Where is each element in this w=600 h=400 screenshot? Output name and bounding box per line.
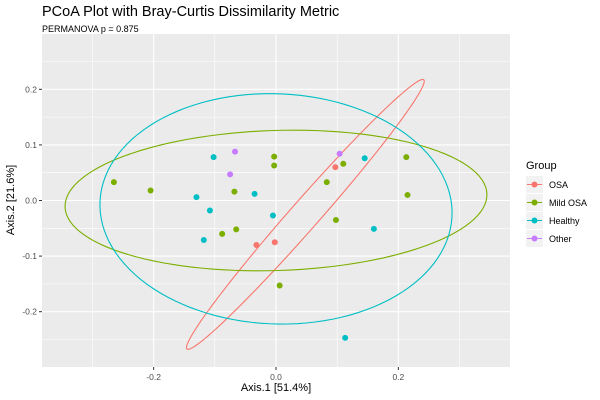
point-mild-osa [147,187,154,194]
point-mild-osa [404,191,411,198]
y-tick-label: 0.1 [25,140,37,150]
x-axis-ticks: -0.2 0.0 0.2 [146,367,405,382]
point-mild-osa [323,179,330,186]
legend-title: Group [526,160,557,172]
x-tick-label: -0.2 [146,372,161,382]
legend-key-point [531,235,538,242]
x-axis-title: Axis.1 [51.4%] [241,382,311,394]
legend-key-point [531,199,538,206]
legend-item-osa: OSA [526,176,568,193]
point-mild-osa [219,230,226,237]
point-mild-osa [271,153,278,160]
x-tick-label: 0.0 [270,372,282,382]
chart-subtitle: PERMANOVA p = 0.875 [42,24,139,34]
point-mild-osa [340,160,347,167]
point-mild-osa [276,282,283,289]
point-healthy [361,155,368,162]
x-tick-label: 0.2 [392,372,404,382]
y-axis-title: Axis.2 [21.6%] [5,165,17,235]
point-mild-osa [403,154,410,161]
point-mild-osa [110,179,117,186]
point-mild-osa [332,216,339,223]
point-other [227,171,234,178]
major-gridlines [42,34,510,367]
point-other [336,150,343,157]
legend-item-mild-osa: Mild OSA [526,194,587,211]
legend-label-other: Other [549,234,572,244]
point-osa [271,239,278,246]
legend-item-other: Other [526,230,572,247]
y-tick-label: 0.0 [25,196,37,206]
legend-key-point [531,181,538,188]
point-mild-osa [231,188,238,195]
confidence-ellipses [64,78,488,350]
point-healthy [269,212,276,219]
point-healthy [251,190,258,197]
point-healthy [206,207,213,214]
legend-item-healthy: Healthy [526,212,580,229]
y-axis-ticks: -0.2 -0.1 0.0 0.1 0.2 [22,84,42,317]
point-other [232,148,239,155]
y-tick-label: -0.1 [22,251,37,261]
chart-title: PCoA Plot with Bray-Curtis Dissimilarity… [42,4,339,20]
point-mild-osa [233,226,240,233]
ellipse-osa [185,78,425,350]
point-osa [332,164,339,171]
legend-label-osa: OSA [549,180,568,190]
ellipse-mild-osa [64,129,488,272]
legend-key-point [531,217,538,224]
point-mild-osa [271,162,278,169]
data-points [110,148,411,341]
y-tick-label: 0.2 [25,84,37,94]
y-tick-label: -0.2 [22,307,37,317]
point-healthy [342,334,349,341]
point-healthy [370,225,377,232]
legend-label-mild-osa: Mild OSA [549,198,587,208]
legend: Group OSA Mild OSA Healthy Other [526,160,587,247]
point-healthy [193,194,200,201]
ellipse-healthy [99,93,453,325]
legend-label-healthy: Healthy [549,216,580,226]
point-healthy [200,236,207,243]
point-osa [253,241,260,248]
point-healthy [210,154,217,161]
